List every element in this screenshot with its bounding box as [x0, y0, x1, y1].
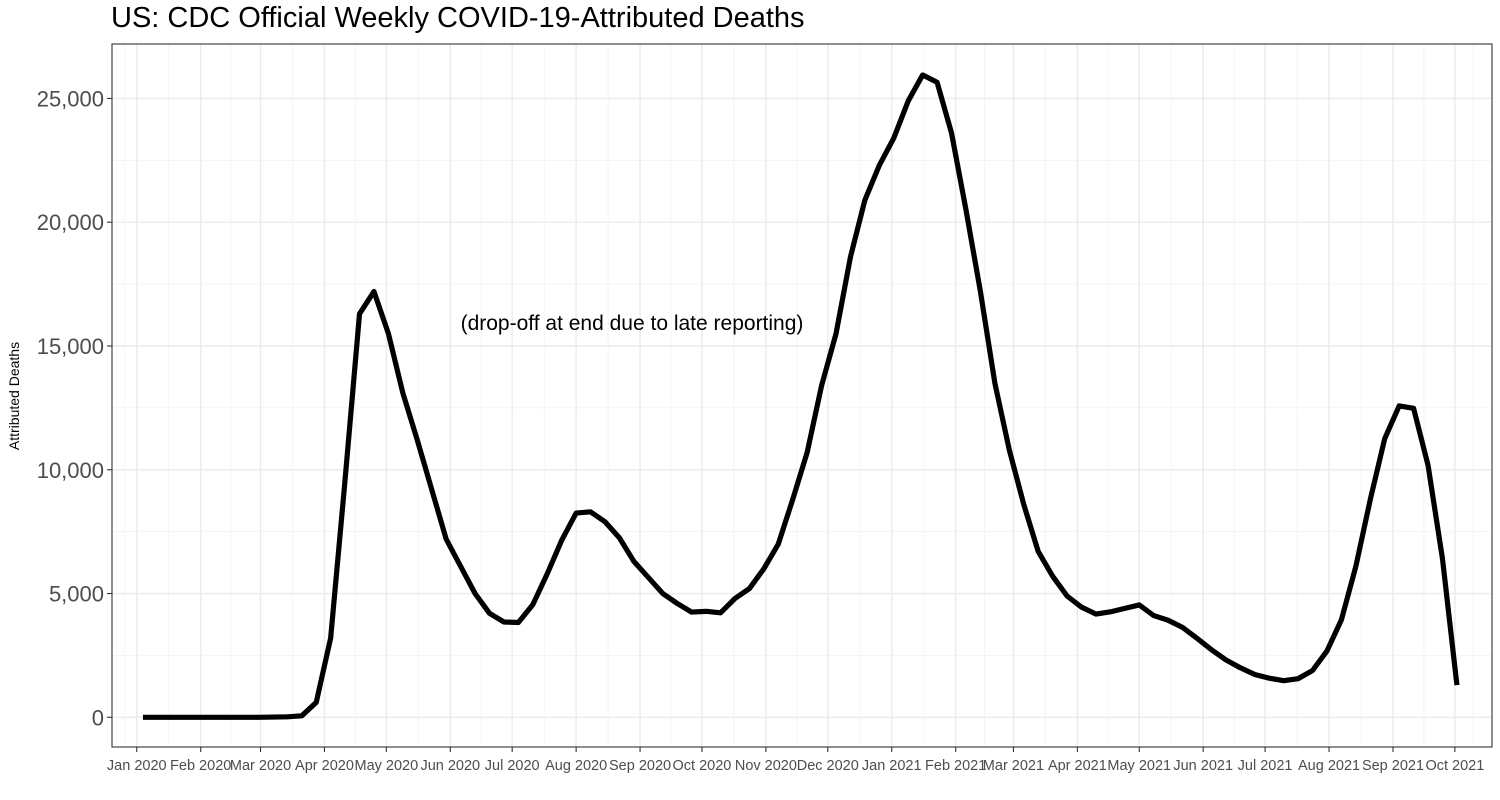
- y-tick-label: 5,000: [49, 582, 104, 607]
- x-tick-label: Jun 2020: [420, 758, 480, 774]
- series-line: [142, 72, 1460, 720]
- x-tick-label: Jul 2020: [485, 758, 540, 774]
- y-tick-label: 0: [92, 705, 104, 730]
- x-tick-label: Feb 2020: [170, 758, 231, 774]
- chart-annotation: (drop-off at end due to late reporting): [461, 312, 804, 335]
- x-tick-label: Aug 2020: [545, 758, 607, 774]
- x-tick-label: Jul 2021: [1238, 758, 1293, 774]
- x-tick-label: Mar 2021: [983, 758, 1044, 774]
- x-tick-label: Jun 2021: [1173, 758, 1233, 774]
- x-tick-label: Dec 2020: [797, 758, 859, 774]
- x-tick-label: Apr 2021: [1048, 758, 1107, 774]
- x-tick-label: Feb 2021: [925, 758, 986, 774]
- y-tick-label: 15,000: [37, 334, 104, 359]
- x-tick-label: Apr 2020: [295, 758, 354, 774]
- chart-title: US: CDC Official Weekly COVID-19-Attribu…: [111, 2, 805, 34]
- y-tick-label: 20,000: [37, 210, 104, 235]
- x-tick-label: Oct 2021: [1425, 758, 1484, 774]
- x-tick-label: Jan 2020: [107, 758, 167, 774]
- plot-border: [111, 43, 1493, 748]
- x-tick-label: Jan 2021: [862, 758, 922, 774]
- x-tick-label: May 2020: [355, 758, 419, 774]
- x-tick-label: Mar 2020: [230, 758, 291, 774]
- x-tick-label: Sep 2021: [1362, 758, 1424, 774]
- x-tick-label: Aug 2021: [1298, 758, 1360, 774]
- x-tick-label: May 2021: [1107, 758, 1171, 774]
- x-tick-label: Nov 2020: [735, 758, 797, 774]
- plot-panel: [112, 44, 1492, 747]
- y-axis-label: Attributed Deaths: [6, 342, 22, 450]
- y-tick-label: 10,000: [37, 458, 104, 483]
- y-tick-label: 25,000: [37, 86, 104, 111]
- x-tick-label: Sep 2020: [609, 758, 671, 774]
- x-tick-label: Oct 2020: [673, 758, 732, 774]
- grid-lines: [112, 44, 1492, 747]
- series-lines: [142, 72, 1460, 720]
